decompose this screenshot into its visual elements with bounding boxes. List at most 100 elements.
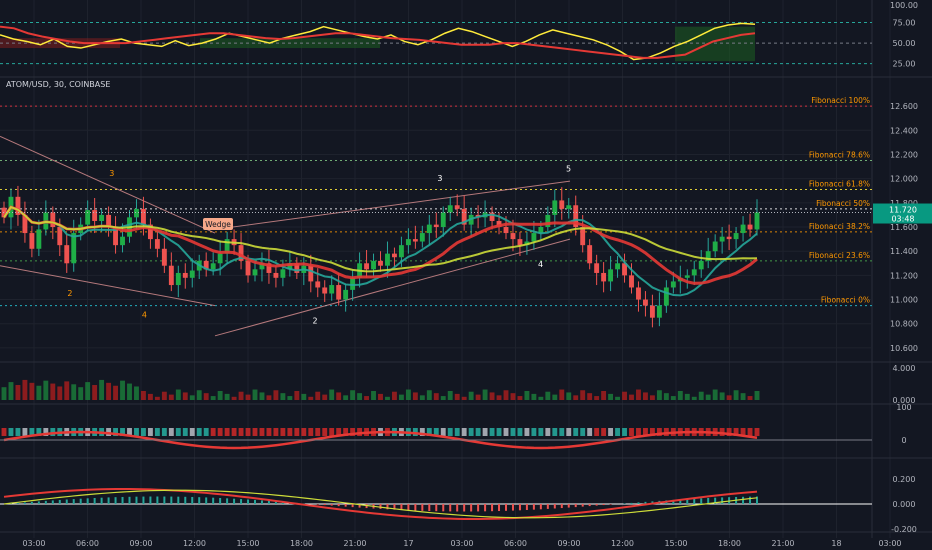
price-tick-label: 12.600: [890, 102, 918, 111]
trend-line: [0, 135, 216, 234]
momentum-bar: [552, 428, 558, 436]
wave-label: 3: [437, 174, 442, 183]
candle-body: [656, 305, 662, 318]
volume-bar: [71, 384, 77, 400]
time-tick-label: 18: [831, 539, 841, 548]
macd-histogram-bar: [553, 504, 556, 509]
volume-bar: [43, 380, 49, 400]
macd-histogram-bar: [205, 497, 208, 504]
momentum-bar: [629, 428, 634, 436]
candle-body: [322, 287, 328, 294]
rsi-signal-line: [0, 25, 756, 59]
candle-body: [280, 269, 286, 278]
macd-histogram-bar: [518, 504, 521, 511]
momentum-bar: [141, 428, 146, 436]
macd-histogram-bar: [407, 504, 410, 511]
volume-bar: [134, 386, 139, 400]
macd-histogram-bar: [560, 504, 563, 509]
momentum-bar: [754, 428, 760, 436]
macd-histogram-bar: [170, 496, 173, 504]
momentum-bar: [517, 428, 523, 436]
momentum-bar: [280, 428, 286, 436]
macd-histogram-bar: [233, 498, 236, 504]
macd-histogram-bar: [498, 504, 501, 512]
momentum-bar: [203, 428, 209, 436]
macd-histogram-bar: [142, 496, 145, 504]
volume-bar: [64, 381, 70, 400]
time-tick-label: 17: [403, 539, 413, 548]
macd-line: [3, 488, 758, 520]
candle-body: [203, 260, 209, 270]
volume-bar: [670, 396, 676, 400]
momentum-bar: [161, 428, 167, 436]
macd-histogram-bar: [756, 496, 758, 504]
time-tick-label: 06:00: [76, 539, 99, 548]
candle-body: [398, 245, 404, 258]
volume-bar: [336, 392, 342, 400]
volume-bar: [468, 391, 474, 400]
momentum-bar: [580, 428, 586, 436]
pattern-label: Wedge: [205, 220, 231, 229]
candle-body: [698, 260, 704, 270]
macd-histogram-bar: [344, 504, 347, 507]
volume-bar: [684, 393, 690, 400]
volume-bar: [350, 390, 356, 400]
momentum-bar: [566, 428, 572, 436]
volume-bar: [538, 396, 544, 400]
macd-histogram-bar: [595, 504, 598, 506]
macd-histogram-bar: [93, 497, 96, 504]
momentum-bar: [308, 428, 314, 436]
macd-histogram-bar: [260, 500, 263, 504]
wave-label: 4: [538, 260, 543, 269]
candle-body: [538, 227, 544, 234]
macd-histogram-bar: [65, 499, 68, 504]
momentum-bar: [510, 428, 516, 436]
momentum-bar: [531, 428, 537, 436]
volume-tick-label: 0.000: [893, 396, 916, 405]
momentum-bar: [468, 428, 474, 436]
macd-histogram-bar: [330, 504, 333, 506]
candle-body: [113, 227, 118, 246]
fibonacci-level-label: Fibonacci 100%: [811, 96, 870, 105]
momentum-bar: [36, 428, 42, 436]
volume-bar: [322, 394, 328, 400]
volume-bar: [594, 396, 600, 400]
price-panel[interactable]: ATOM/USD, 30, COINBASE Fibonacci 100% Fibo…: [0, 80, 872, 337]
volume-bar: [398, 394, 404, 400]
moving-average-line: [3, 205, 758, 273]
macd-histogram-bar: [163, 496, 166, 504]
candle-body: [182, 272, 188, 278]
volume-bar: [92, 385, 98, 400]
momentum-bar: [733, 428, 739, 436]
macd-histogram-bar: [721, 497, 724, 504]
momentum-bar: [231, 428, 237, 436]
macd-histogram-bar: [421, 504, 424, 511]
volume-bar: [127, 383, 132, 400]
macd-histogram-bar: [121, 496, 124, 504]
candle-body: [594, 263, 600, 273]
candle-body: [615, 263, 620, 270]
macd-histogram-bar: [428, 504, 431, 512]
momentum-bar: [482, 428, 488, 436]
time-tick-label: 18:00: [718, 539, 741, 548]
macd-histogram-bar: [470, 504, 473, 512]
volume-bar: [754, 390, 760, 400]
grid-lines: [0, 0, 932, 538]
candle-body: [754, 212, 760, 230]
volume-bar: [552, 394, 558, 400]
macd-histogram-bar: [574, 504, 577, 508]
last-price-tag: [873, 203, 932, 224]
momentum-bar: [15, 428, 21, 436]
volume-bar: [315, 391, 321, 400]
momentum-bar: [615, 428, 620, 436]
wave-label: 5: [566, 164, 571, 173]
momentum-bar: [350, 428, 356, 436]
volume-bar: [1, 387, 7, 400]
volume-bar: [510, 393, 516, 400]
volume-bar: [29, 382, 35, 400]
momentum-bar: [134, 428, 139, 436]
time-tick-label: 06:00: [504, 539, 527, 548]
macd-histogram-bar: [351, 504, 354, 508]
time-tick-label: 03:00: [450, 539, 473, 548]
